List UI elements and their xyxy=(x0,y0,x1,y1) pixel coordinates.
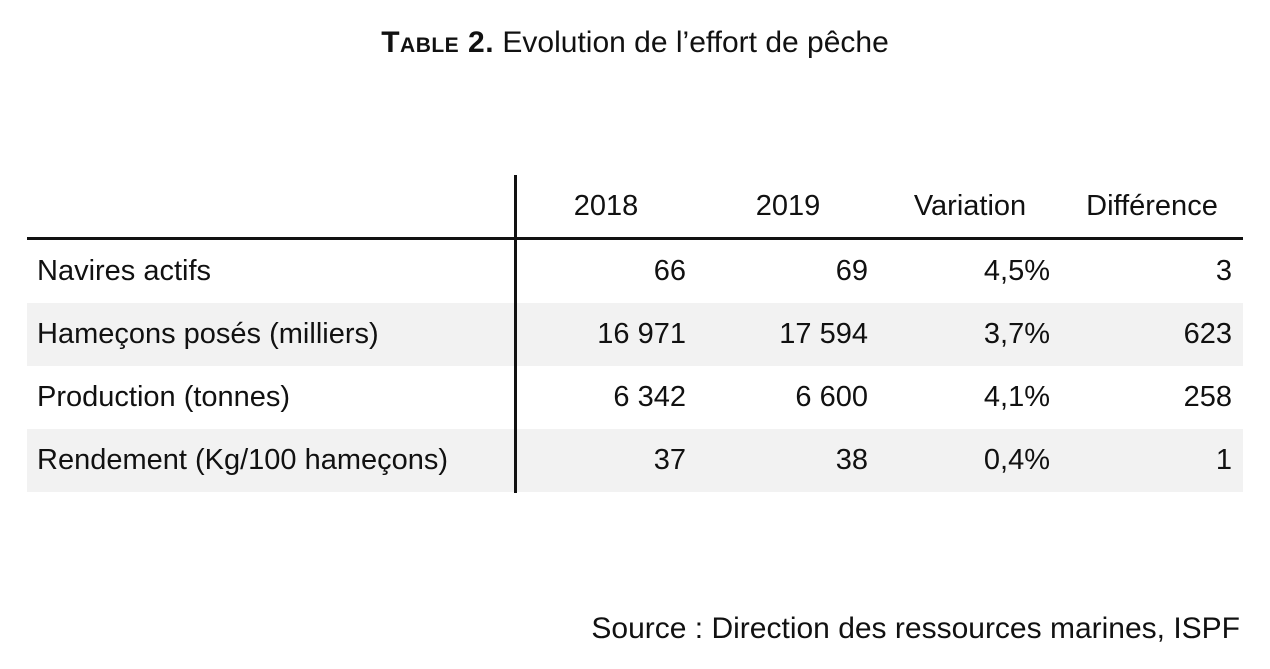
table-row: Hameçons posés (milliers) 16 971 17 594 … xyxy=(27,303,1243,366)
cell: 38 xyxy=(835,444,868,476)
table-row: Production (tonnes) 6 342 6 600 4,1% 258 xyxy=(27,366,1243,429)
row-label: Navires actifs xyxy=(37,255,212,287)
table-title: Table 2. Evolution de l’effort de pêche xyxy=(0,26,1270,60)
data-table: 2018 2019 Variation Différence Navires a… xyxy=(27,175,1243,493)
cell: 3 xyxy=(1215,255,1232,287)
cell: 37 xyxy=(653,444,686,476)
header-cell: 2019 xyxy=(755,189,821,222)
cell: 0,4% xyxy=(983,444,1050,476)
table-number: Table 2. xyxy=(381,26,495,59)
header-cell: Variation xyxy=(913,189,1027,222)
table-header-row: 2018 2019 Variation Différence xyxy=(27,175,1243,240)
table-caption: Evolution de l’effort de pêche xyxy=(502,26,889,59)
cell: 258 xyxy=(1183,381,1232,413)
source-note: Source : Direction des ressources marine… xyxy=(591,612,1240,645)
cell: 4,5% xyxy=(983,255,1050,287)
cell: 6 600 xyxy=(795,381,868,413)
header-cell: Différence xyxy=(1086,189,1218,222)
cell: 16 971 xyxy=(597,318,686,350)
cell: 69 xyxy=(835,255,868,287)
cell: 4,1% xyxy=(983,381,1050,413)
cell: 6 342 xyxy=(613,381,686,413)
cell: 623 xyxy=(1183,318,1232,350)
cell: 1 xyxy=(1215,444,1232,476)
cell: 3,7% xyxy=(983,318,1050,350)
table-row: Navires actifs 66 69 4,5% 3 xyxy=(27,240,1243,303)
row-label: Rendement (Kg/100 hameçons) xyxy=(37,444,449,476)
row-label: Production (tonnes) xyxy=(37,381,291,413)
cell: 66 xyxy=(653,255,686,287)
header-cell: 2018 xyxy=(573,189,639,222)
column-divider xyxy=(514,175,517,493)
row-label: Hameçons posés (milliers) xyxy=(37,318,379,350)
table-row: Rendement (Kg/100 hameçons) 37 38 0,4% 1 xyxy=(27,429,1243,492)
cell: 17 594 xyxy=(779,318,868,350)
